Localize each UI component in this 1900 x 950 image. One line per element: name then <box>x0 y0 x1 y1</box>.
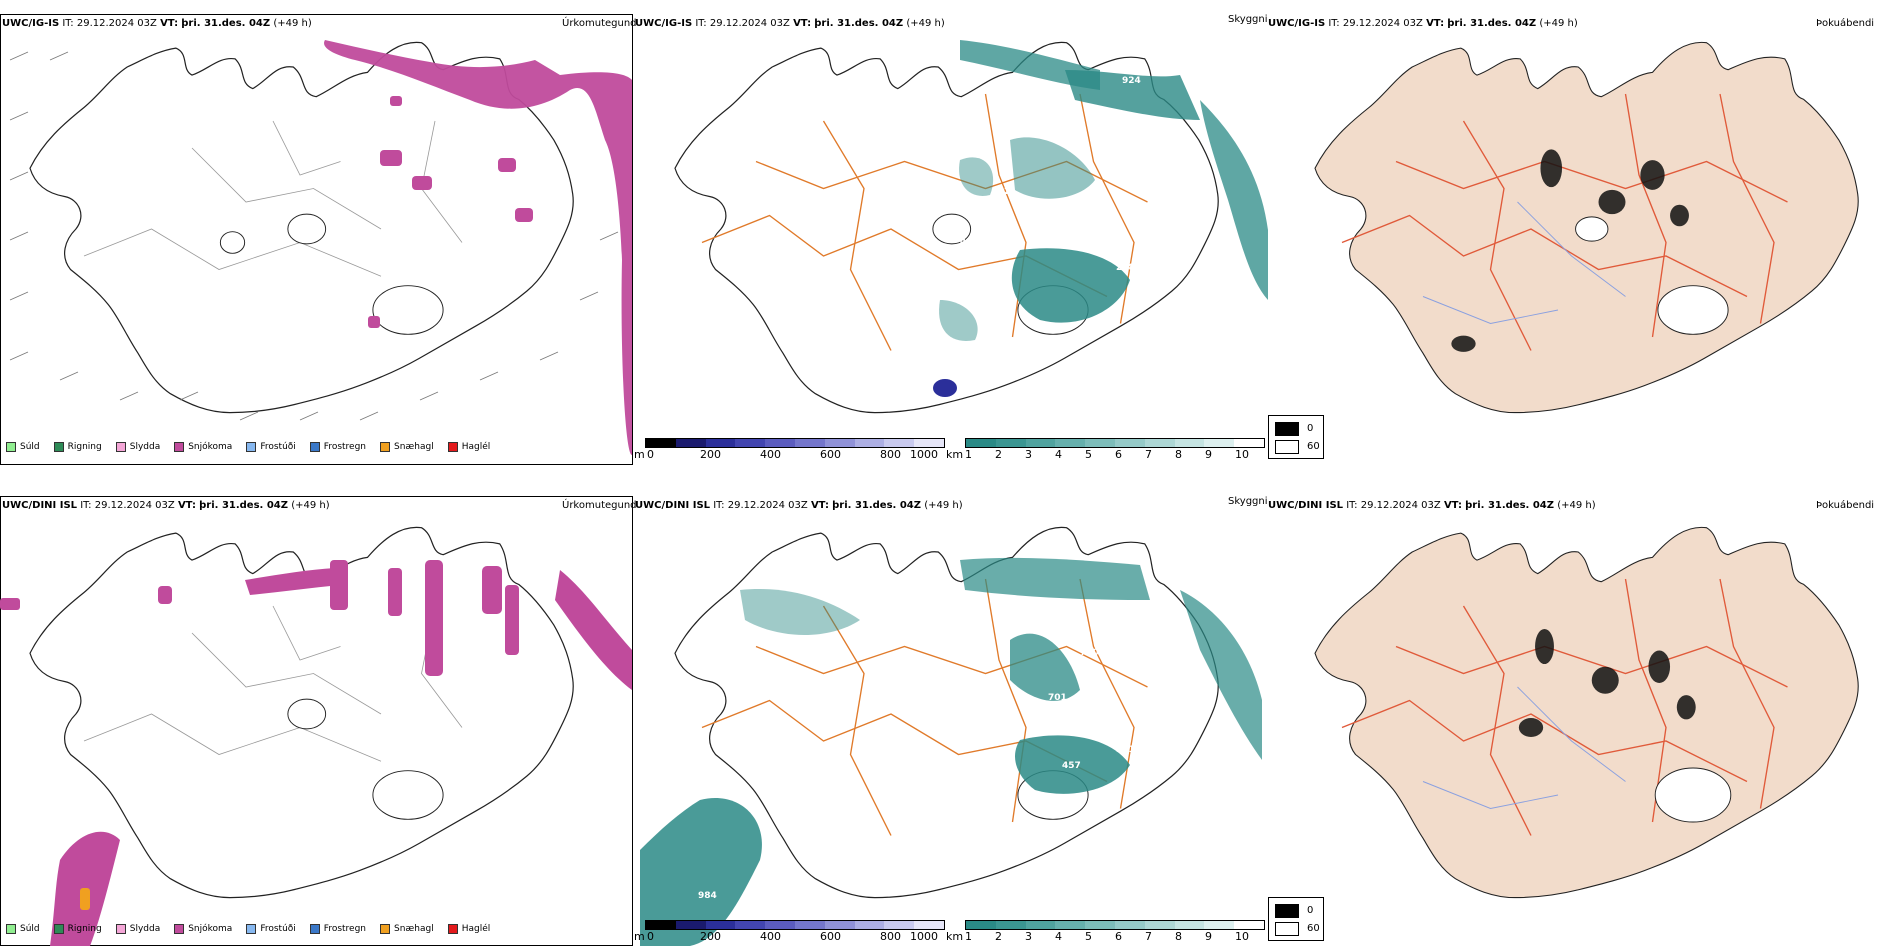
title-fog-row1: Þokuábendi <box>1816 18 1875 29</box>
legend-item: Frostregn <box>309 924 366 934</box>
precip-map-row2 <box>29 526 574 899</box>
fog-legend-row1: 0 60 <box>1268 415 1324 459</box>
vis-label: 924 <box>1122 76 1141 86</box>
legend-item: Haglél <box>447 442 490 452</box>
legend-item: Rigning <box>53 442 102 452</box>
fog-legend-row2: 0 60 <box>1268 897 1324 941</box>
precip-snow-row1 <box>324 40 632 455</box>
legend-item: Slydda <box>115 442 160 452</box>
vis-label: 2 <box>1004 187 1010 197</box>
visibility-unit-row1: km <box>946 448 964 461</box>
precip-hail-row2 <box>80 888 90 910</box>
header-row1-vis: UWC/IG-IS IT: 29.12.2024 03Z VT: þri. 31… <box>635 18 945 29</box>
vis-label: 457 <box>1062 761 1081 771</box>
legend-item: Frostregn <box>309 442 366 452</box>
header-row1-precip: UWC/IG-IS IT: 29.12.2024 03Z VT: þri. 31… <box>2 18 312 29</box>
vis-label: 984 <box>698 891 717 901</box>
vis-label: 20 <box>930 349 943 359</box>
legend-item: Snjókoma <box>174 442 232 452</box>
legend-item: Súld <box>6 924 40 934</box>
legend-item: Súld <box>6 442 40 452</box>
title-precip-row1: Úrkomutegund <box>562 18 637 29</box>
vis-ceiling-row1 <box>933 379 957 397</box>
legend-item: Slydda <box>115 924 160 934</box>
visibility-colorbar-row2 <box>965 920 1265 930</box>
title-vis-row1: Skyggni <box>1228 14 1268 25</box>
legend-item: Snæhagl <box>380 924 434 934</box>
legend-item: Snæhagl <box>380 442 434 452</box>
vis-label: 3 <box>1145 147 1151 157</box>
legend-item: Haglél <box>447 924 490 934</box>
ceiling-colorbar-row1 <box>645 438 945 448</box>
header-row2-vis: UWC/DINI ISL IT: 29.12.2024 03Z VT: þri.… <box>635 500 963 511</box>
legend-item: Frostúði <box>246 442 296 452</box>
precip-map-row1 <box>29 41 574 414</box>
vis-fog-row2 <box>640 557 1262 946</box>
title-precip-row2: Úrkomutegund <box>562 500 637 511</box>
precip-panel-row1 <box>0 14 633 465</box>
precip-legend-row2: Súld Rigning Slydda Snjókoma Frostúði Fr… <box>6 922 504 936</box>
legend-item: Frostúði <box>246 924 296 934</box>
precip-legend-row1: Súld Rigning Slydda Snjókoma Frostúði Fr… <box>6 440 504 454</box>
vis-label: 730 <box>1080 648 1099 658</box>
ceiling-colorbar-row2 <box>645 920 945 930</box>
vis-label: 288 <box>1116 263 1135 273</box>
title-fog-row2: Þokuábendi <box>1816 500 1875 511</box>
fog-map-row1 <box>1314 41 1859 414</box>
vis-labels-row2: 371 730 701 146 391 457 984 <box>698 623 1159 901</box>
vis-label: 701 <box>1048 693 1067 703</box>
wind-barbs-row1 <box>9 51 619 421</box>
legend-item: Rigning <box>53 924 102 934</box>
header-row2-fog: UWC/DINI ISL IT: 29.12.2024 03Z VT: þri.… <box>1268 500 1596 511</box>
vis-fog-row1 <box>939 40 1268 341</box>
vis-label: 40 <box>960 237 973 247</box>
visibility-colorbar-row1 <box>965 438 1265 448</box>
vis-label: 371 <box>1140 623 1159 633</box>
precip-snow-row2 <box>0 560 632 946</box>
vis-label: 401 <box>948 249 967 259</box>
fog-map-row2 <box>1314 526 1859 899</box>
vis-label: 391 <box>1116 745 1135 755</box>
header-row1-fog: UWC/IG-IS IT: 29.12.2024 03Z VT: þri. 31… <box>1268 18 1578 29</box>
legend-item: Snjókoma <box>174 924 232 934</box>
ceiling-unit-row1: m <box>634 448 645 461</box>
visibility-unit-row2: km <box>946 930 964 943</box>
precip-panel-row2 <box>0 496 633 946</box>
header-row2-precip: UWC/DINI ISL IT: 29.12.2024 03Z VT: þri.… <box>2 500 330 511</box>
ceiling-unit-row2: m <box>634 930 645 943</box>
vis-labels-row1: 924 401 40 288 2 3 20 <box>930 76 1151 359</box>
vis-label: 146 <box>960 717 979 727</box>
title-vis-row2: Skyggni <box>1228 496 1268 507</box>
